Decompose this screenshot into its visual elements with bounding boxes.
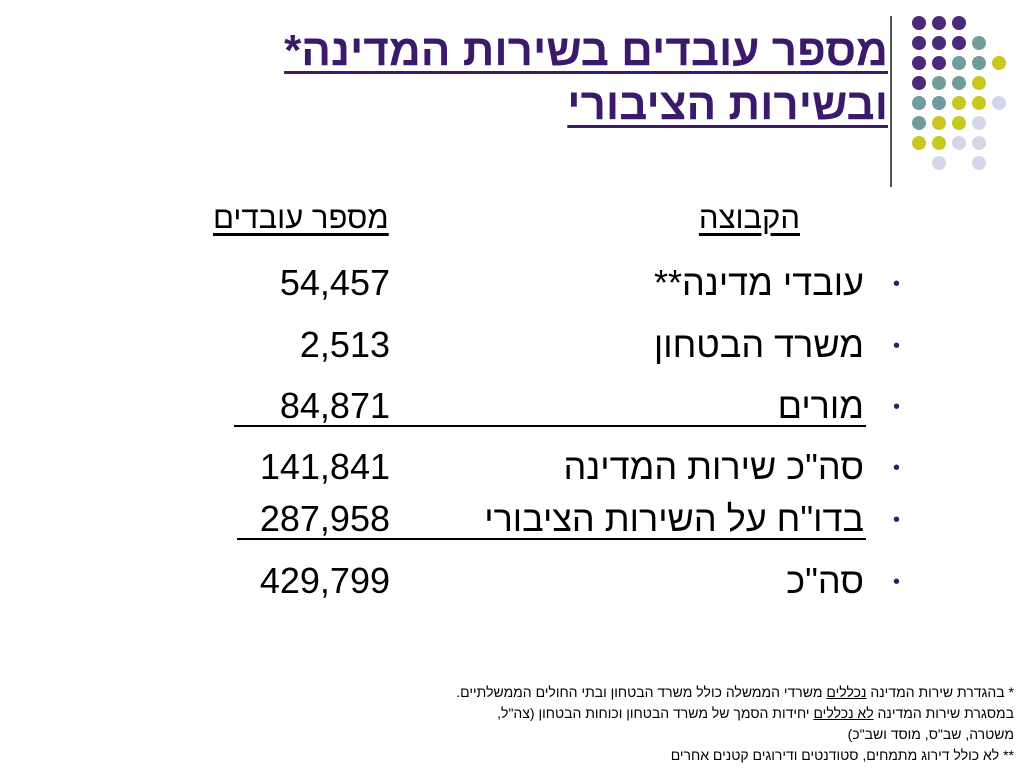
bullet-icon: • [893, 396, 901, 418]
footnote-line-1: * בהגדרת שירות המדינה נכללים משרדי הממשל… [456, 684, 1014, 700]
table-row: • משרד הבטחון 2,513 [0, 324, 1024, 368]
decor-dot [912, 36, 926, 50]
decorative-dot-grid [900, 12, 1020, 172]
footnotes: * בהגדרת שירות המדינה נכללים משרדי הממשל… [314, 682, 1014, 766]
row-value: 287,958 [259, 498, 390, 539]
decor-dot [912, 116, 926, 130]
decor-dot [912, 76, 926, 90]
row-label: בדו"ח על השירות הציבורי [484, 498, 864, 539]
row-label: עובדי מדינה** [653, 262, 864, 303]
row-value: 429,799 [259, 560, 390, 601]
decor-dot [972, 36, 986, 50]
decor-dot [932, 36, 946, 50]
row-underline [234, 425, 866, 427]
footnote-line-3: משטרה, שב"ס, מוסד ושב"כ) [847, 726, 1014, 742]
decor-dot [952, 116, 966, 130]
decor-dot [932, 116, 946, 130]
column-header-count: מספר עובדים [213, 200, 389, 235]
row-label: סה"כ שירות המדינה [563, 446, 864, 487]
decor-dot [932, 56, 946, 70]
page-title: מספר עובדים בשירות המדינה* ובשירות הציבו… [128, 24, 888, 132]
decor-dot [972, 136, 986, 150]
decor-dot [972, 56, 986, 70]
title-divider [890, 16, 892, 187]
decor-dot [912, 136, 926, 150]
table-row: • מורים 84,871 [0, 385, 1024, 429]
table-row: • סה"כ שירות המדינה 141,841 [0, 446, 1024, 490]
decor-dot [952, 136, 966, 150]
row-value: 2,513 [299, 324, 390, 365]
row-value: 141,841 [259, 446, 390, 487]
decor-dot [952, 16, 966, 30]
row-value: 54,457 [279, 262, 390, 303]
row-label: סה"כ [786, 560, 864, 601]
decor-dot [912, 96, 926, 110]
decor-dot [972, 76, 986, 90]
decor-dot [972, 116, 986, 130]
decor-dot [992, 96, 1006, 110]
footnote-line-2: במסגרת שירות המדינה לא נכללים יחידות הסמ… [497, 705, 1014, 721]
decor-dot [992, 56, 1006, 70]
bullet-icon: • [893, 457, 901, 479]
column-header-group: הקבוצה [698, 200, 800, 235]
decor-dot [932, 156, 946, 170]
bullet-icon: • [893, 509, 901, 531]
bullet-icon: • [893, 571, 901, 593]
footnote-line-4: ** לא כולל דירוג מתמחים, סטודנטים ודירוג… [670, 747, 1014, 763]
title-line-1: מספר עובדים בשירות המדינה* [284, 26, 888, 75]
decor-dot [972, 156, 986, 170]
decor-dot [952, 76, 966, 90]
decor-dot [912, 16, 926, 30]
table-row: • בדו"ח על השירות הציבורי 287,958 [0, 498, 1024, 542]
decor-dot [932, 96, 946, 110]
table-header: הקבוצה מספר עובדים [0, 200, 1024, 240]
decor-dot [952, 36, 966, 50]
decor-dot [932, 76, 946, 90]
bullet-icon: • [893, 335, 901, 357]
decor-dot [912, 56, 926, 70]
row-label: משרד הבטחון [653, 324, 864, 365]
row-label: מורים [777, 385, 864, 426]
decor-dot [932, 136, 946, 150]
decor-dot [952, 96, 966, 110]
decor-dot [972, 96, 986, 110]
table-row: • סה"כ 429,799 [0, 560, 1024, 604]
row-underline [237, 538, 866, 540]
bullet-icon: • [893, 273, 901, 295]
decor-dot [952, 56, 966, 70]
row-value: 84,871 [279, 385, 390, 426]
table-row: • עובדי מדינה** 54,457 [0, 262, 1024, 306]
title-line-2: ובשירות הציבורי [567, 80, 888, 129]
decor-dot [932, 16, 946, 30]
